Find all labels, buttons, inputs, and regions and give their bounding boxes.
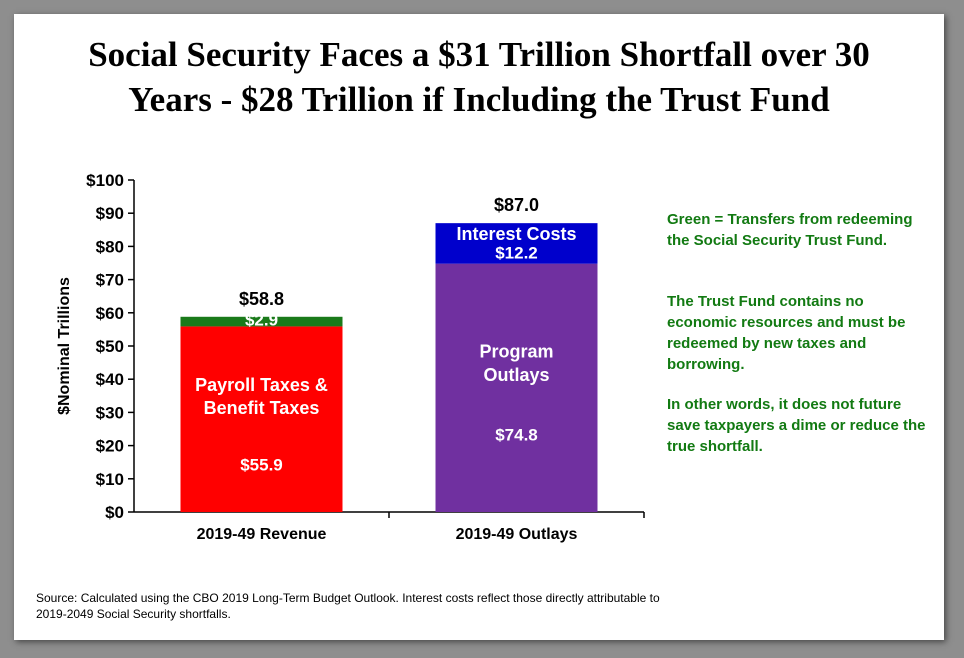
bar-total-label: $58.8 bbox=[239, 289, 284, 309]
y-tick-label: $100 bbox=[86, 171, 124, 190]
y-tick-label: $70 bbox=[96, 271, 124, 290]
payroll-label: Benefit Taxes bbox=[204, 398, 320, 418]
title-line-2: Years - $28 Trillion if Including the Tr… bbox=[128, 80, 830, 119]
slide: Social Security Faces a $31 Trillion Sho… bbox=[14, 14, 944, 640]
bar-segment bbox=[435, 263, 598, 512]
y-tick-label: $90 bbox=[96, 204, 124, 223]
bar-total-label: $87.0 bbox=[494, 195, 539, 215]
y-tick-label: $60 bbox=[96, 304, 124, 323]
y-tick-label: $80 bbox=[96, 237, 124, 256]
y-tick-label: $10 bbox=[96, 470, 124, 489]
x-tick-label: 2019-49 Outlays bbox=[456, 526, 578, 543]
y-axis-label: $Nominal Trillions bbox=[56, 277, 73, 415]
payroll-label: Payroll Taxes & bbox=[195, 375, 328, 395]
note-trust-fund: The Trust Fund contains no economic reso… bbox=[667, 293, 906, 373]
bar-segment bbox=[435, 223, 598, 264]
y-tick-label: $20 bbox=[96, 437, 124, 456]
y-tick-label: $50 bbox=[96, 337, 124, 356]
program-value-label: $74.8 bbox=[495, 426, 538, 445]
title-line-1: Social Security Faces a $31 Trillion Sho… bbox=[88, 35, 870, 74]
x-tick-label: 2019-49 Revenue bbox=[197, 526, 327, 543]
interest-value-label: $12.2 bbox=[495, 244, 538, 263]
program-label: Program bbox=[479, 342, 553, 362]
y-tick-label: $0 bbox=[105, 503, 124, 522]
bar-segment bbox=[180, 316, 343, 327]
chart-title: Social Security Faces a $31 Trillion Sho… bbox=[14, 32, 944, 122]
note-other-words: In other words, it does not future save … bbox=[667, 396, 926, 455]
y-tick-label: $30 bbox=[96, 403, 124, 422]
interest-label: Interest Costs bbox=[456, 224, 576, 244]
source-note: Source: Calculated using the CBO 2019 Lo… bbox=[36, 591, 660, 621]
note-green-legend: Green = Transfers from redeeming the Soc… bbox=[667, 211, 913, 249]
stacked-bar-chart: $0 $10 $20 $30 $40 $50 $60 $70 $80 $90 $100 $Nomina… bbox=[56, 171, 645, 543]
trust-fund-value-label: $2.9 bbox=[245, 310, 278, 329]
program-label: Outlays bbox=[483, 365, 549, 385]
bar-segment bbox=[180, 326, 343, 512]
y-tick-label: $40 bbox=[96, 370, 124, 389]
payroll-value-label: $55.9 bbox=[240, 456, 283, 475]
